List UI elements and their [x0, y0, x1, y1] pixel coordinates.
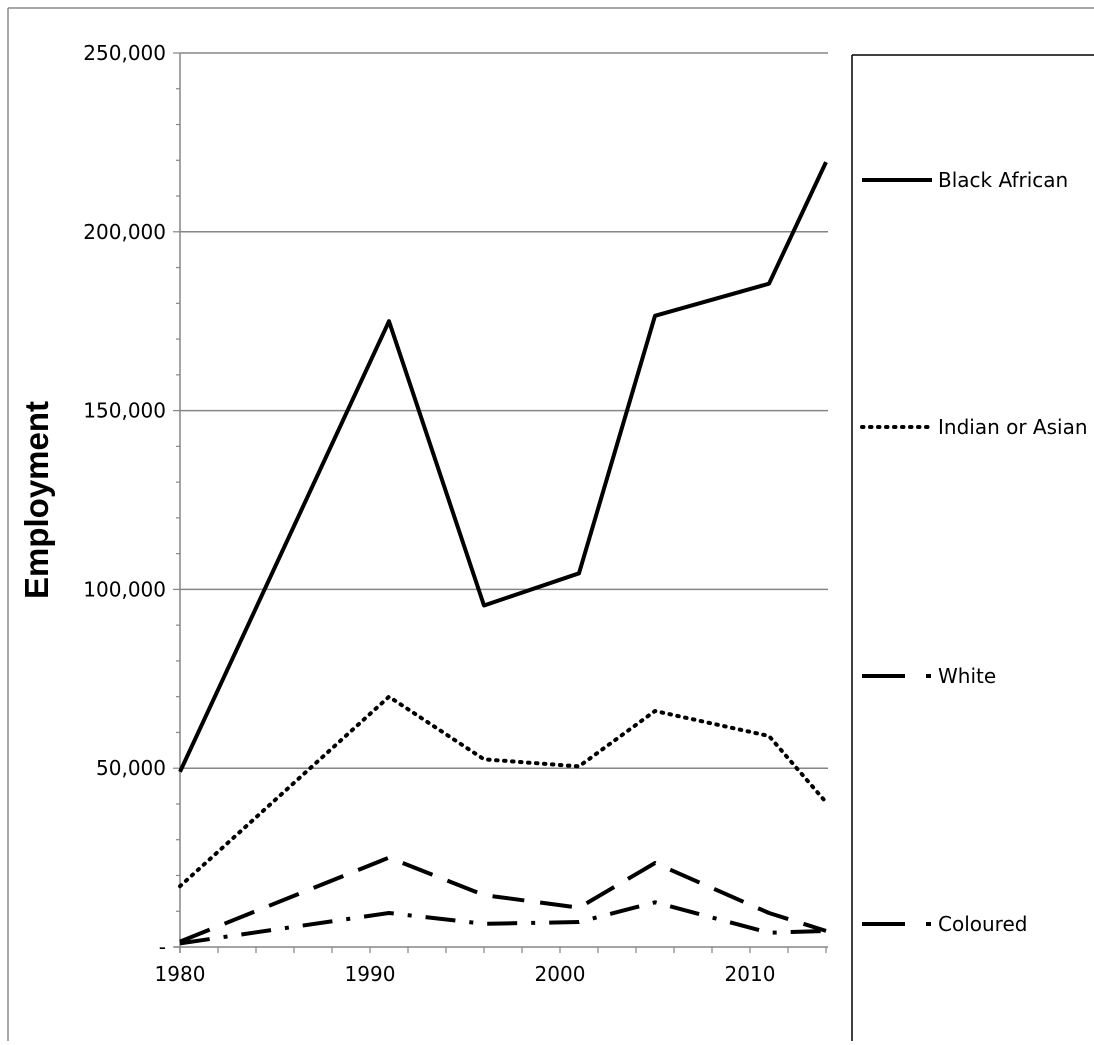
y-tick-labels: - 50,000 100,000 150,000 200,000 250,000 — [83, 41, 166, 959]
series-line-black-african — [180, 162, 826, 772]
y-tick-label: 150,000 — [83, 399, 166, 423]
y-tick-label: 200,000 — [83, 220, 166, 244]
x-tick-label: 1980 — [155, 962, 206, 986]
x-tick-label: 2010 — [725, 962, 776, 986]
legend-label-black-african: Black African — [938, 168, 1068, 192]
legend-label-indian-or-asian: Indian or Asian — [938, 415, 1088, 439]
x-tick-labels: 1980 1990 2000 2010 — [155, 962, 776, 986]
series-line-coloured — [180, 902, 826, 943]
gridlines — [180, 53, 828, 768]
legend-label-white: White — [938, 664, 996, 688]
x-tick-label: 1990 — [345, 962, 396, 986]
y-tick-label: 250,000 — [83, 41, 166, 65]
legend: Black African Indian or Asian White Coloure… — [852, 55, 1094, 1041]
y-tick-label: 50,000 — [96, 756, 166, 780]
y-tick-label: - — [159, 935, 166, 959]
series-line-indian-or-asian — [180, 697, 826, 887]
legend-label-coloured: Coloured — [938, 912, 1027, 936]
axes — [173, 53, 828, 953]
x-tick-label: 2000 — [535, 962, 586, 986]
y-axis-label: Employment — [18, 401, 55, 599]
series-lines — [180, 162, 826, 943]
series-line-white — [180, 858, 826, 942]
y-tick-label: 100,000 — [83, 577, 166, 601]
